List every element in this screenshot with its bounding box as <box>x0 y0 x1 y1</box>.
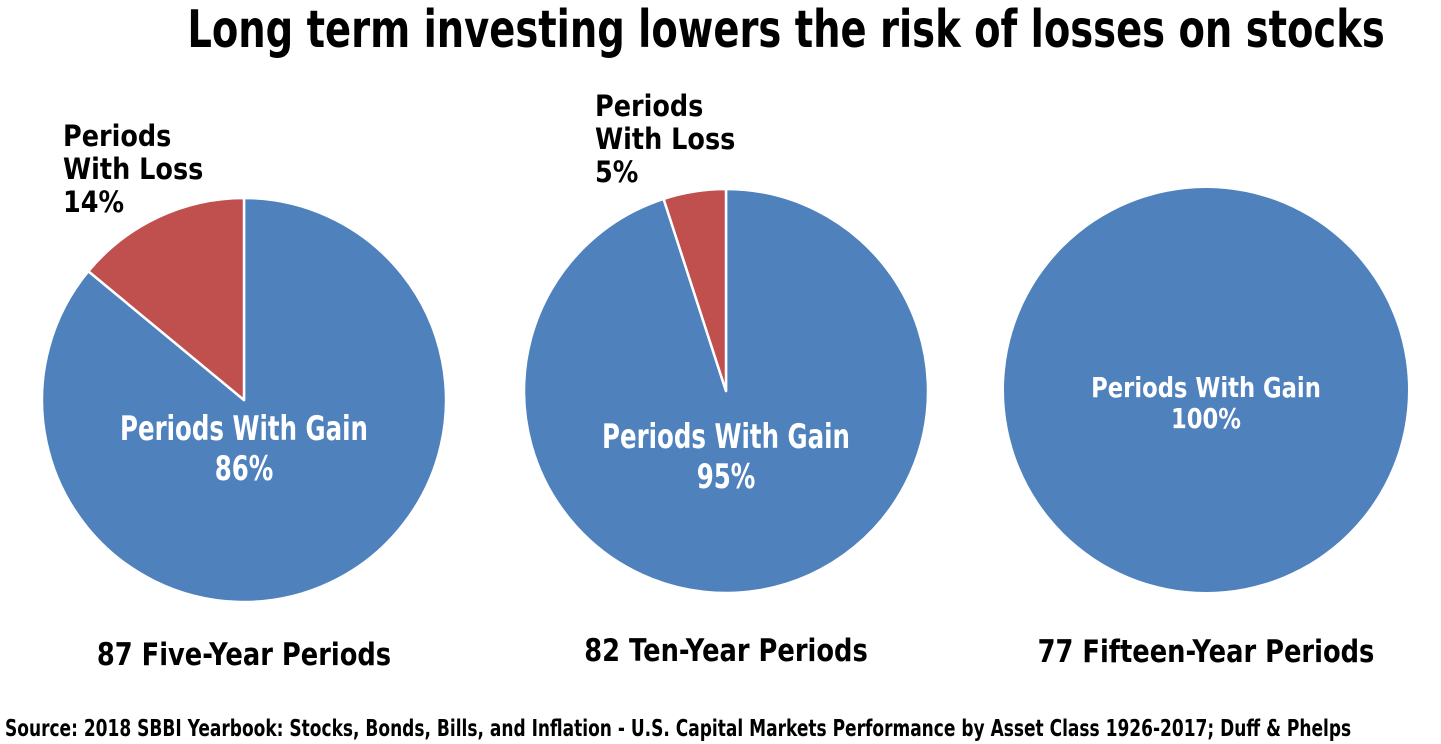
pie-chart-ten-year <box>522 187 930 595</box>
pie-slice-periods-with-loss <box>87 196 246 402</box>
pie-fifteen-year: Periods With Gain 100% <box>996 180 1416 600</box>
pie-caption-ten-year: 82 Ten-Year Periods <box>584 633 868 669</box>
gain-data-label-five-year: Periods With Gain 86% <box>120 409 368 489</box>
pie-ten-year: Periods With Gain 95% <box>516 181 936 601</box>
pie-five-year: Periods With Gain 86% <box>34 190 454 610</box>
pie-slice-periods-with-loss <box>662 187 728 393</box>
pie-chart-five-year <box>40 196 448 604</box>
loss-data-label-ten-year: Periods With Loss 5% <box>595 89 736 189</box>
loss-data-label-five-year: Periods With Loss 14% <box>63 119 204 219</box>
pie-slice-periods-with-gain <box>1004 188 1408 592</box>
gain-data-label-fifteen-year: Periods With Gain 100% <box>1091 371 1321 435</box>
pie-chart-fifteen-year <box>1004 188 1408 592</box>
source-note: Source: 2018 SBBI Yearbook: Stocks, Bond… <box>5 716 1352 742</box>
pie-caption-fifteen-year: 77 Fifteen-Year Periods <box>1037 634 1375 670</box>
pie-caption-five-year: 87 Five-Year Periods <box>96 637 392 673</box>
gain-data-label-ten-year: Periods With Gain 95% <box>602 417 850 497</box>
chart-title: Long term investing lowers the risk of l… <box>187 0 1385 60</box>
